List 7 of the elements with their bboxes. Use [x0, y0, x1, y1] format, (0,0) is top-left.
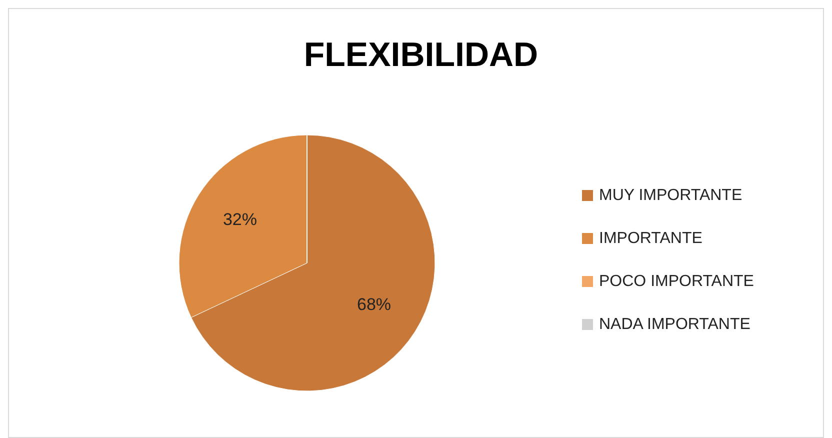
- data-label: 68%: [356, 295, 392, 314]
- legend-label: MUY IMPORTANTE: [599, 187, 742, 204]
- chart-title: FLEXIBILIDAD: [304, 36, 538, 74]
- legend-label: IMPORTANTE: [599, 230, 702, 248]
- legend-label: POCO IMPORTANTE: [599, 273, 754, 290]
- legend-label: NADA IMPORTANTE: [599, 316, 750, 334]
- data-label: 32%: [222, 210, 258, 229]
